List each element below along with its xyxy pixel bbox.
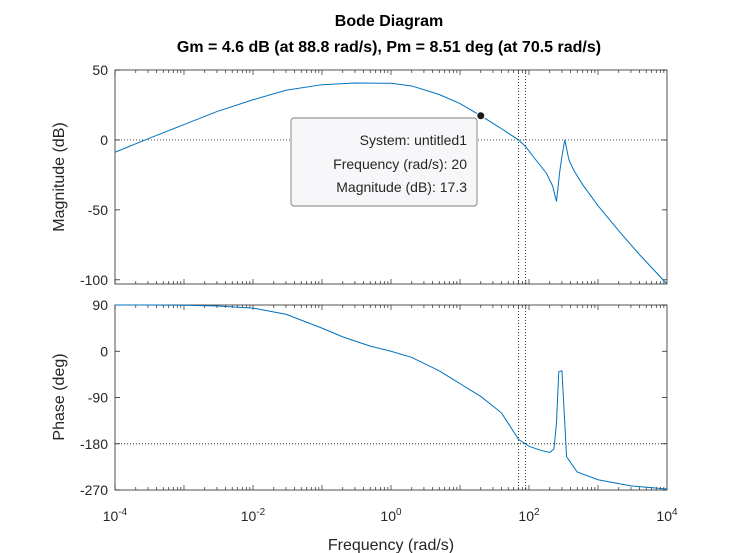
phase-ytick-label: -90 [88, 390, 108, 406]
x-tick-label: 10-4 [103, 507, 128, 524]
x-tick-label: 104 [656, 507, 678, 524]
datatip[interactable]: System: untitled1 Frequency (rad/s): 20 … [290, 111, 486, 207]
x-tick-label: 10-2 [241, 507, 266, 524]
phase-ytick-label: -180 [80, 436, 108, 452]
magnitude-series-line [114, 82, 668, 285]
phase-ylabel: Phase (deg) [51, 353, 68, 440]
datatip-magnitude-line: Magnitude (dB): 17.3 [336, 179, 467, 195]
x-tick-label: 100 [380, 507, 402, 524]
phase-ytick-label: -270 [80, 482, 108, 498]
phase-panel: 90 0 -90 -180 -270 Phase (deg) [51, 297, 668, 498]
phase-axes-box [114, 304, 668, 491]
magnitude-ytick-label: -100 [80, 272, 108, 288]
phase-series-line [115, 304, 668, 490]
chart-subtitle: Gm = 4.6 dB (at 88.8 rad/s), Pm = 8.51 d… [177, 39, 601, 56]
phase-ytick-label: 0 [100, 343, 108, 359]
x-axis-label: Frequency (rad/s) [328, 537, 454, 553]
phase-ytick-label: 90 [92, 297, 108, 313]
x-tick-label: 102 [518, 507, 540, 524]
datatip-box [290, 117, 478, 207]
magnitude-ylabel: Magnitude (dB) [51, 122, 68, 231]
datatip-frequency-line: Frequency (rad/s): 20 [333, 156, 467, 172]
magnitude-ytick-label: -50 [88, 202, 108, 218]
datatip-system-line: System: untitled1 [360, 132, 468, 148]
datatip-marker[interactable] [476, 111, 486, 121]
magnitude-ytick-label: 50 [92, 62, 108, 78]
magnitude-ytick-label: 0 [100, 132, 108, 148]
chart-title: Bode Diagram [335, 13, 443, 30]
